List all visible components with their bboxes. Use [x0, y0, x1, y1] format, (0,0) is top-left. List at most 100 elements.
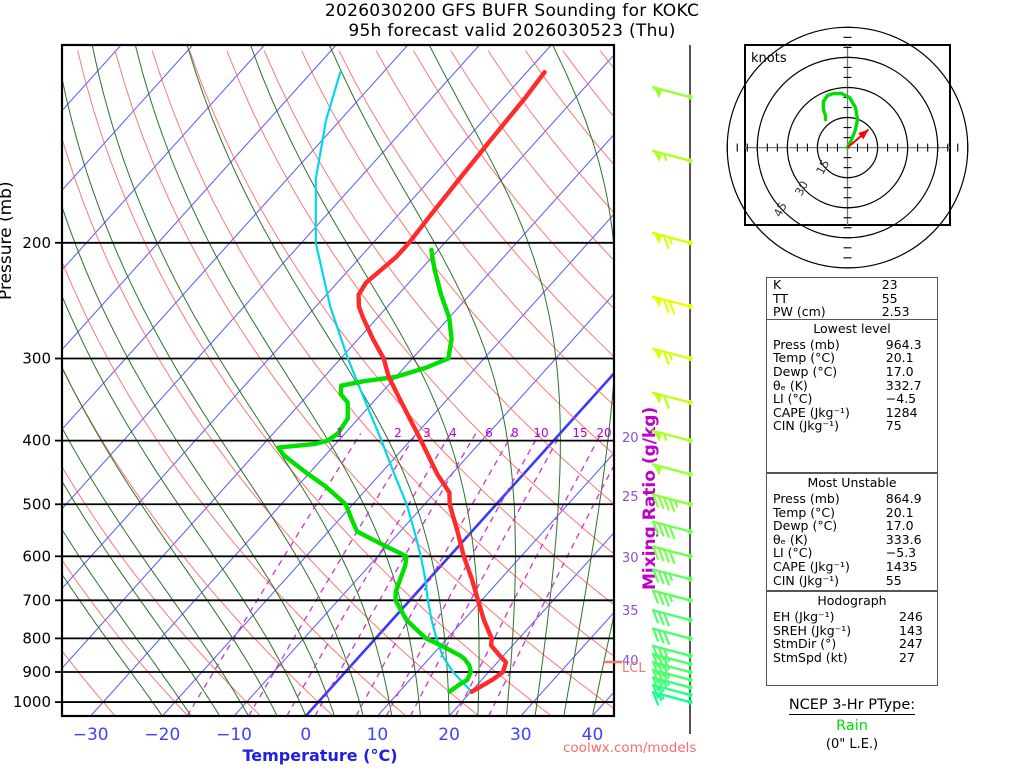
- lowest-level-label: CAPE (Jkg⁻¹): [773, 404, 850, 420]
- index-row: K 23: [767, 278, 937, 292]
- wind-barb: [651, 231, 693, 250]
- lowest-level-value: −4.5: [885, 391, 917, 407]
- lowest-level-label: Press (mb): [773, 336, 840, 352]
- most-unstable-row: CAPE (Jkg⁻¹) 1435: [767, 560, 937, 574]
- lowest-level-row: θₑ (K) 332.7: [767, 377, 937, 393]
- lowest-level-value: 75: [885, 418, 902, 434]
- wind-barb: [651, 347, 693, 366]
- wind-barb: [651, 295, 693, 315]
- temperature-tick-label: −20: [144, 725, 180, 745]
- lowest-level-value: 964.3: [885, 336, 922, 352]
- pressure-tick-label: 200: [22, 234, 51, 252]
- index-label: TT: [773, 290, 789, 306]
- pressure-tick-label: 600: [22, 547, 51, 565]
- lowest-level-value: 17.0: [885, 363, 914, 379]
- lcl-label: LCL: [622, 661, 646, 676]
- most-unstable-label: LI (°C): [773, 545, 813, 561]
- most-unstable-row: Dewp (°C) 17.0: [767, 519, 937, 533]
- chart-title-line1: 2026030200 GFS BUFR Sounding for KOKC: [324, 1, 700, 21]
- hodograph-stat-label: SREH (Jkg⁻¹): [773, 622, 852, 638]
- hodograph-stat-row: EH (Jkg⁻¹) 246: [767, 610, 937, 624]
- most-unstable-panel: Most Unstable Press (mb) 864.9 Temp (°C) 20…: [766, 473, 938, 591]
- mixing-ratio-label: 6: [485, 426, 493, 440]
- lowest-level-value: 1284: [885, 404, 918, 420]
- temperature-tick-label: 0: [300, 725, 311, 745]
- hodograph-stat-row: StmSpd (kt) 27: [767, 651, 937, 665]
- most-unstable-label: CIN (Jkg⁻¹): [773, 572, 839, 588]
- hodograph-stat-row: StmDir (°) 247: [767, 637, 937, 651]
- index-row: TT 55: [767, 290, 937, 306]
- pressure-tick-label: 700: [22, 591, 51, 609]
- wind-barb: [651, 660, 693, 679]
- most-unstable-heading: Most Unstable: [807, 475, 897, 490]
- lowest-level-label: CIN (Jkg⁻¹): [773, 418, 839, 434]
- chart-title-line2: 95h forecast valid 2026030523 (Thu): [348, 21, 676, 41]
- pressure-tick-label: 900: [22, 663, 51, 681]
- most-unstable-label: θₑ (K): [773, 531, 808, 547]
- pressure-tick-label: 300: [22, 350, 51, 368]
- wind-barb: [651, 676, 693, 693]
- mixing-ratio-axis-title: Mixing Ratio (g/kg): [640, 407, 660, 590]
- lowest-level-value: 332.7: [885, 377, 922, 393]
- hodograph-stats-panel: Hodograph EH (Jkg⁻¹) 246 SREH (Jkg⁻¹) 143 St…: [766, 591, 938, 686]
- hodograph-units-label: knots: [751, 51, 787, 66]
- watermark: coolwx.com/models: [563, 740, 697, 756]
- wind-barb: [651, 683, 693, 701]
- wind-barb: [651, 493, 693, 513]
- most-unstable-value: 333.6: [885, 531, 922, 547]
- hodograph-trace: [821, 91, 860, 150]
- pressure-tick-label: 500: [22, 495, 51, 513]
- lowest-level-row: Temp (°C) 20.1: [767, 351, 937, 365]
- index-value: 55: [881, 290, 898, 306]
- hodograph-stat-label: StmDir (°): [773, 636, 837, 652]
- index-label: PW (cm): [773, 304, 826, 320]
- most-unstable-value: 55: [885, 572, 902, 588]
- hodograph-stat-value: 27: [899, 649, 915, 665]
- temperature-tick-label: 40: [582, 725, 604, 745]
- most-unstable-value: −5.3: [885, 545, 917, 561]
- most-unstable-row: Press (mb) 864.9: [767, 492, 937, 506]
- lowest-level-value: 20.1: [885, 350, 914, 366]
- lowest-level-label: θₑ (K): [773, 377, 808, 393]
- most-unstable-row: LI (°C) −5.3: [767, 546, 937, 560]
- lowest-level-label: LI (°C): [773, 391, 813, 407]
- wind-barb: [651, 567, 693, 586]
- wind-barb: [651, 149, 693, 164]
- mixing-ratio-label: 10: [533, 426, 548, 440]
- hodograph-stat-value: 247: [899, 636, 923, 652]
- wind-barb: [651, 668, 693, 687]
- mixing-ratio-label: 15: [572, 426, 587, 440]
- lowest-level-label: Temp (°C): [773, 350, 836, 366]
- hodograph-ring-label: 15: [813, 157, 832, 176]
- lowest-level-heading: Lowest level: [813, 320, 891, 336]
- most-unstable-value: 864.9: [885, 491, 922, 506]
- mixing-ratio-label: 1: [336, 426, 344, 440]
- temperature-tick-label: 30: [510, 725, 532, 745]
- most-unstable-label: Dewp (°C): [773, 518, 838, 534]
- lowest-level-row: Press (mb) 964.3: [767, 338, 937, 352]
- ptype-value: Rain: [836, 718, 868, 734]
- mixing-ratio-label: 2: [394, 426, 402, 440]
- index-value: 2.53: [881, 304, 910, 320]
- most-unstable-label: Temp (°C): [773, 504, 836, 520]
- most-unstable-label: Press (mb): [773, 491, 840, 506]
- height-label: 40: [622, 654, 639, 669]
- temperature-tick-label: −30: [73, 725, 109, 745]
- index-label: K: [773, 277, 782, 292]
- wind-barb: [651, 589, 693, 607]
- wind-barb: [651, 644, 693, 663]
- most-unstable-value: 17.0: [885, 518, 914, 534]
- temperature-tick-label: 10: [367, 725, 389, 745]
- mixing-ratio-label: 20: [596, 426, 611, 440]
- ptype-liquid: (0" L.E.): [825, 737, 879, 752]
- temperature-tick-label: −10: [216, 725, 252, 745]
- ptype-block: NCEP 3-Hr PType: Rain (0" L.E.): [737, 694, 967, 752]
- hodograph-stat-value: 143: [899, 622, 923, 638]
- mixing-ratio-label: 8: [511, 426, 519, 440]
- lowest-level-row: Dewp (°C) 17.0: [767, 365, 937, 379]
- wind-barb: [651, 391, 693, 410]
- pressure-axis-title: Pressure (mb): [0, 181, 16, 300]
- hodograph-ring-label: 30: [792, 178, 811, 197]
- hodograph-stat-value: 246: [899, 609, 923, 624]
